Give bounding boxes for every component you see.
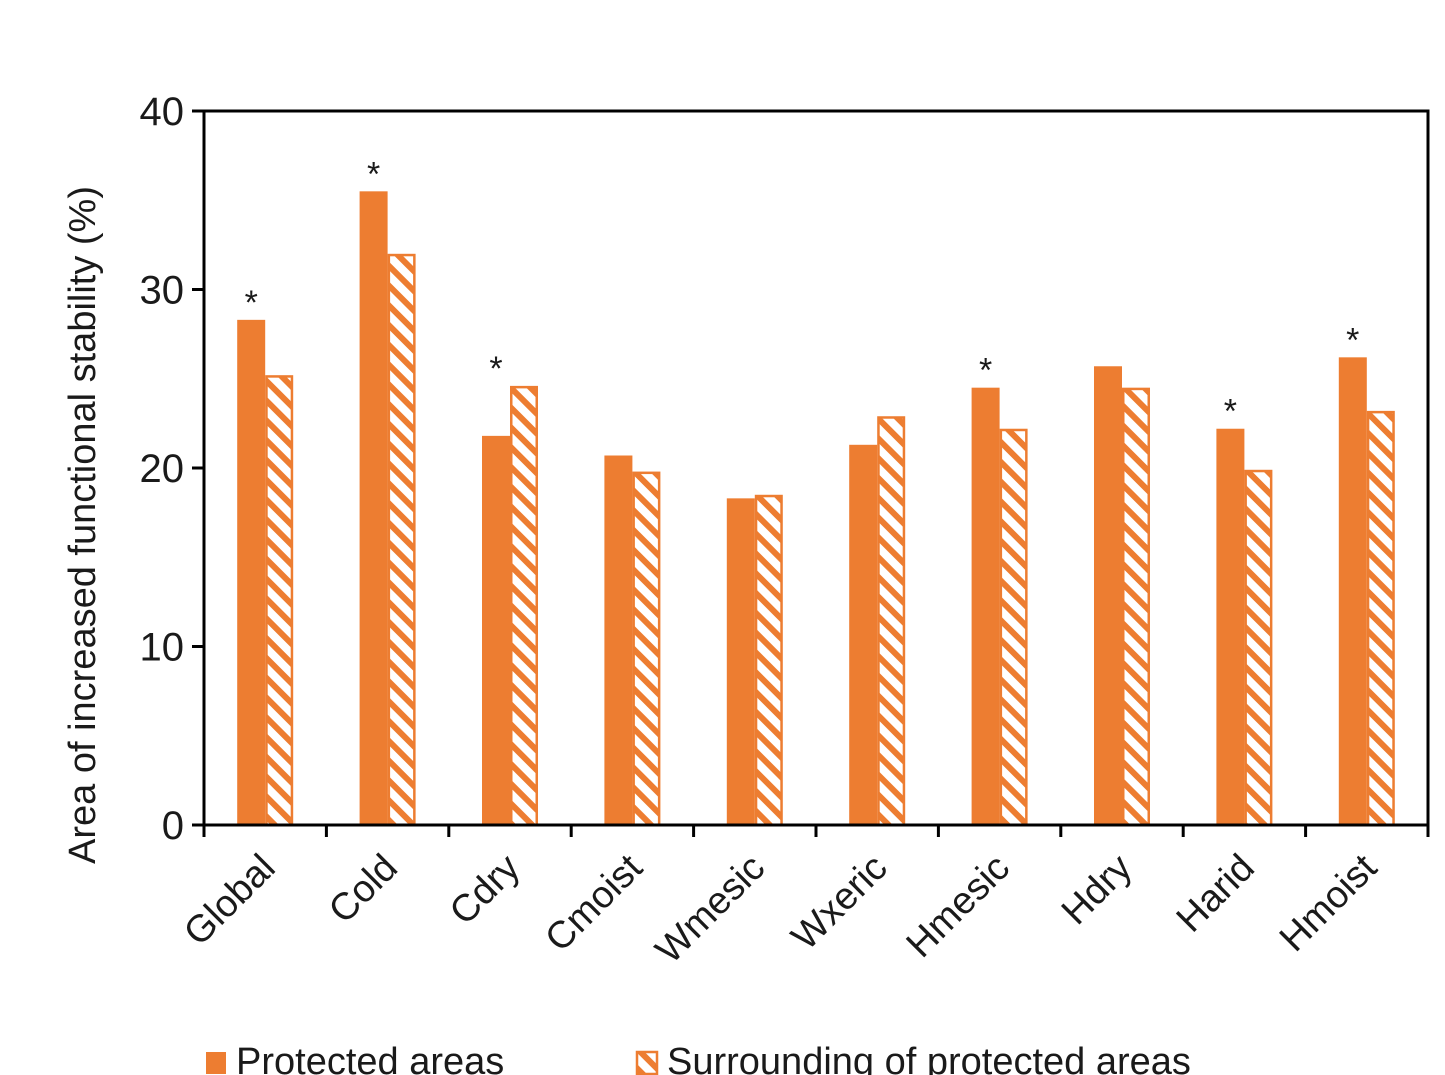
bar-hmoist-protected (1338, 357, 1367, 825)
x-tick-label-hmesic: Hmesic (899, 847, 1018, 966)
x-tick-label-hmoist: Hmoist (1272, 846, 1386, 960)
bar-cdry-protected (482, 435, 510, 825)
bar-hmoist-surrounding (1366, 410, 1395, 827)
significance-markers: * * * * * * (245, 155, 1360, 430)
bar-wxeric-surrounding (877, 416, 906, 827)
legend-swatch-surrounding (635, 1050, 659, 1075)
bar-cmoist-surrounding (632, 471, 661, 827)
y-tick-labels: 0 10 20 30 40 (140, 90, 185, 848)
legend-label-protected-areas: Protected areas (236, 1041, 504, 1075)
legend-swatch-protected-areas (206, 1052, 226, 1074)
x-tick-label-cold: Cold (321, 847, 406, 932)
x-tick-label-cmoist: Cmoist (537, 846, 651, 960)
significance-star-hmesic: * (979, 352, 992, 390)
significance-star-cdry: * (489, 350, 502, 388)
x-tick-label-harid: Harid (1169, 847, 1263, 941)
bar-cdry-surrounding (510, 385, 538, 827)
bar-cold-protected (359, 191, 388, 825)
bar-global-protected (237, 319, 266, 825)
bar-hmesic-protected (971, 387, 1000, 825)
significance-star-cold: * (367, 155, 380, 193)
bar-hmesic-surrounding (999, 428, 1028, 827)
significance-star-harid: * (1224, 393, 1237, 431)
bar-wmesic-protected (726, 498, 755, 825)
bar-cold-surrounding (387, 253, 416, 827)
bar-cmoist-protected (604, 455, 633, 825)
legend-label-surrounding: Surrounding of protected areas (667, 1041, 1191, 1075)
x-tick-label-cdry: Cdry (442, 847, 528, 933)
significance-star-hmoist: * (1346, 321, 1359, 359)
significance-star-global: * (245, 284, 258, 322)
bar-hdry-surrounding (1122, 387, 1150, 827)
bar-wmesic-surrounding (754, 494, 783, 827)
y-axis-label: Area of increased functional stability (… (62, 186, 104, 864)
bar-wxeric-protected (849, 444, 878, 825)
bar-hdry-protected (1094, 366, 1122, 825)
bars-group (237, 191, 1395, 827)
y-tick-label-30: 30 (140, 269, 185, 313)
bar-harid-surrounding (1244, 469, 1273, 827)
x-tick-label-global: Global (176, 847, 283, 954)
x-tick-label-wmesic: Wmesic (648, 847, 773, 972)
bar-harid-protected (1216, 428, 1245, 825)
y-tick-label-10: 10 (140, 626, 185, 670)
y-tick-label-40: 40 (140, 90, 185, 134)
legend: Protected areas Surrounding of protected… (206, 1041, 1191, 1075)
x-tick-label-wxeric: Wxeric (784, 847, 896, 959)
y-tick-label-20: 20 (140, 447, 185, 491)
bar-global-surrounding (265, 375, 294, 827)
axes (192, 109, 1430, 837)
y-tick-label-0: 0 (162, 804, 184, 848)
x-tick-label-hdry: Hdry (1054, 847, 1140, 933)
